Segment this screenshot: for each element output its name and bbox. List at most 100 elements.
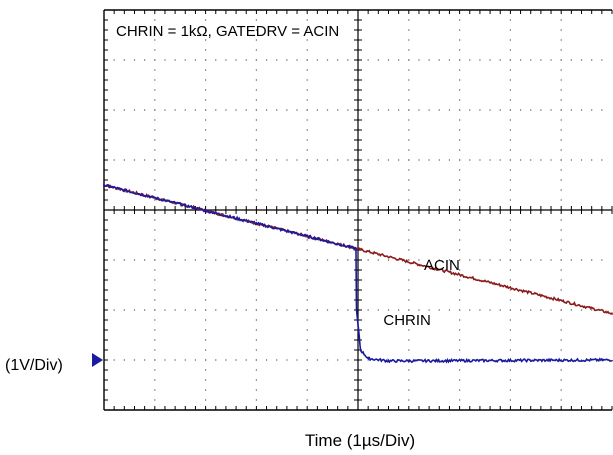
grid-dot [408, 239, 410, 241]
grid-dot [184, 359, 186, 361]
grid-dot [276, 109, 278, 111]
grid-dot [509, 119, 511, 121]
grid-dot [509, 129, 511, 131]
grid-dot [286, 59, 288, 61]
grid-dot [347, 59, 349, 61]
grid-dot [154, 79, 156, 81]
grid-dot [519, 59, 522, 61]
grid-dot [459, 179, 461, 181]
grid-dot [459, 279, 461, 281]
grid-dot [377, 259, 379, 261]
grid-dot [154, 189, 156, 191]
grid-dot [418, 59, 420, 61]
grid-dot [438, 159, 440, 161]
grid-dot [255, 19, 257, 21]
grid-dot [459, 219, 461, 221]
grid-dot [509, 309, 511, 311]
grid-dot [509, 279, 511, 281]
grid-dot [215, 309, 217, 311]
grid-dot [235, 109, 237, 111]
grid-dot [154, 59, 156, 61]
grid-dot [113, 309, 115, 311]
grid-dot [123, 259, 125, 261]
grid-dot [154, 19, 156, 21]
grid-dot [326, 309, 329, 311]
grid-dot [225, 59, 227, 61]
grid-dot [408, 329, 410, 331]
grid-dot [306, 309, 308, 311]
grid-dot [408, 379, 410, 381]
grid-dot [306, 159, 308, 161]
grid-dot [235, 159, 237, 161]
grid-dot [509, 349, 511, 351]
grid-dot [154, 179, 156, 181]
grid-dot [205, 159, 207, 161]
grid-dot [560, 269, 562, 271]
grid-dot [255, 389, 257, 391]
chart-title: CHRIN = 1kΩ, GATEDRV = ACIN [116, 23, 339, 40]
grid-dot [276, 309, 278, 311]
grid-dot [509, 39, 511, 41]
grid-dot [540, 309, 542, 311]
grid-dot [459, 159, 461, 161]
grid-dot [306, 129, 308, 131]
grid-dot [560, 289, 562, 291]
grid-dot [255, 99, 257, 101]
grid-dot [205, 139, 207, 141]
ground-level-marker-icon [92, 353, 103, 367]
grid-dot [509, 179, 511, 181]
grid-dot [255, 239, 257, 241]
grid-dot [459, 199, 461, 201]
grid-dot [255, 349, 257, 351]
grid-dot [255, 339, 257, 341]
grid-dot [408, 129, 410, 131]
grid-dot [205, 199, 207, 201]
grid-dot [387, 259, 390, 261]
grid-dot [428, 59, 430, 61]
grid-dot [408, 169, 410, 171]
grid-dot [459, 349, 461, 351]
grid-dot [560, 79, 562, 81]
grid-dot [448, 109, 451, 111]
grid-dot [154, 319, 156, 321]
grid-dot [205, 349, 207, 351]
grid-dot [205, 79, 207, 81]
grid-dot [123, 309, 125, 311]
grid-dot [398, 109, 400, 111]
grid-dot [408, 89, 410, 91]
grid-dot [306, 89, 308, 91]
grid-dot [459, 249, 461, 251]
grid-dot [154, 279, 156, 281]
grid-dot [316, 159, 318, 161]
grid-dot [367, 159, 369, 161]
grid-dot [337, 109, 339, 111]
grid-dot [428, 159, 430, 161]
grid-dot [479, 109, 481, 111]
grid-dot [286, 159, 288, 161]
grid-dot [459, 169, 461, 171]
grid-dot [560, 379, 562, 381]
grid-dot [387, 159, 390, 161]
grid-dot [337, 259, 339, 261]
grid-dot [570, 109, 572, 111]
grid-dot [398, 59, 400, 61]
grid-dot [265, 359, 268, 361]
grid-dot [459, 129, 461, 131]
grid-dot [459, 229, 461, 231]
grid-dot [326, 259, 329, 261]
grid-dot [530, 259, 532, 261]
grid-dot [296, 359, 298, 361]
grid-dot [459, 239, 461, 241]
grid-dot [509, 199, 511, 201]
grid-dot [316, 109, 318, 111]
grid-dot [306, 59, 308, 61]
grid-dot [144, 59, 146, 61]
grid-dot [205, 359, 207, 361]
grid-dot [459, 99, 461, 101]
grid-dot [306, 69, 308, 71]
grid-dot [306, 119, 308, 121]
grid-dot [550, 259, 552, 261]
grid-dot [154, 379, 156, 381]
grid-dot [560, 149, 562, 151]
